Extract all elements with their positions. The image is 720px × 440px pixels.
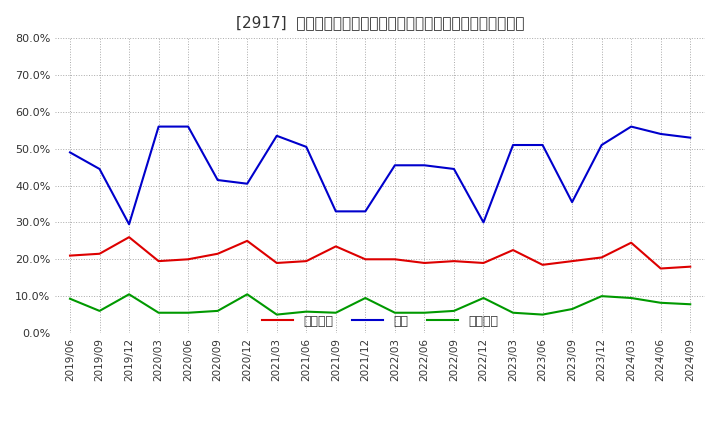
売上債権 [361,257,369,262]
買入債務 [568,306,577,312]
買入債務 [539,312,547,317]
在庫 [154,124,163,129]
売上債権 [331,244,340,249]
買入債務 [125,292,133,297]
売上債権 [272,260,281,266]
売上債権 [539,262,547,268]
在庫 [568,199,577,205]
在庫 [361,209,369,214]
買入債務 [598,293,606,299]
売上債権 [686,264,695,269]
買入債務 [95,308,104,314]
売上債権 [627,240,636,246]
買入債務 [331,310,340,315]
在庫 [509,143,518,148]
売上債権 [598,255,606,260]
売上債権 [657,266,665,271]
在庫 [539,143,547,148]
売上債権 [449,258,458,264]
在庫 [125,222,133,227]
売上債権 [125,235,133,240]
在庫 [184,124,192,129]
在庫 [657,131,665,136]
Legend: 売上債権, 在庫, 買入債務: 売上債権, 在庫, 買入債務 [257,310,503,333]
買入債務 [66,296,74,301]
在庫 [420,163,428,168]
Line: 買入債務: 買入債務 [70,294,690,315]
買入債務 [390,310,399,315]
買入債務 [449,308,458,314]
売上債権 [154,258,163,264]
買入債務 [154,310,163,315]
在庫 [627,124,636,129]
売上債権 [480,260,488,266]
売上債権 [420,260,428,266]
売上債権 [568,258,577,264]
在庫 [66,150,74,155]
買入債務 [184,310,192,315]
在庫 [686,135,695,140]
在庫 [243,181,251,187]
買入債務 [509,310,518,315]
Title: [2917]  売上債権、在庫、買入債務の総資産に対する比率の推移: [2917] 売上債権、在庫、買入債務の総資産に対する比率の推移 [236,15,524,30]
買入債務 [480,295,488,301]
買入債務 [302,309,310,314]
売上債権 [184,257,192,262]
在庫 [331,209,340,214]
買入債務 [213,308,222,314]
在庫 [390,163,399,168]
売上債権 [509,247,518,253]
売上債権 [95,251,104,257]
在庫 [598,143,606,148]
買入債務 [272,312,281,317]
Line: 在庫: 在庫 [70,127,690,224]
在庫 [302,144,310,150]
在庫 [480,220,488,225]
売上債権 [213,251,222,257]
Line: 売上債権: 売上債権 [70,237,690,268]
在庫 [213,177,222,183]
売上債権 [66,253,74,258]
買入債務 [243,292,251,297]
買入債務 [627,295,636,301]
買入債務 [657,300,665,305]
買入債務 [686,302,695,307]
売上債権 [390,257,399,262]
在庫 [272,133,281,139]
在庫 [95,166,104,172]
買入債務 [420,310,428,315]
在庫 [449,166,458,172]
売上債権 [243,238,251,243]
売上債権 [302,258,310,264]
買入債務 [361,295,369,301]
